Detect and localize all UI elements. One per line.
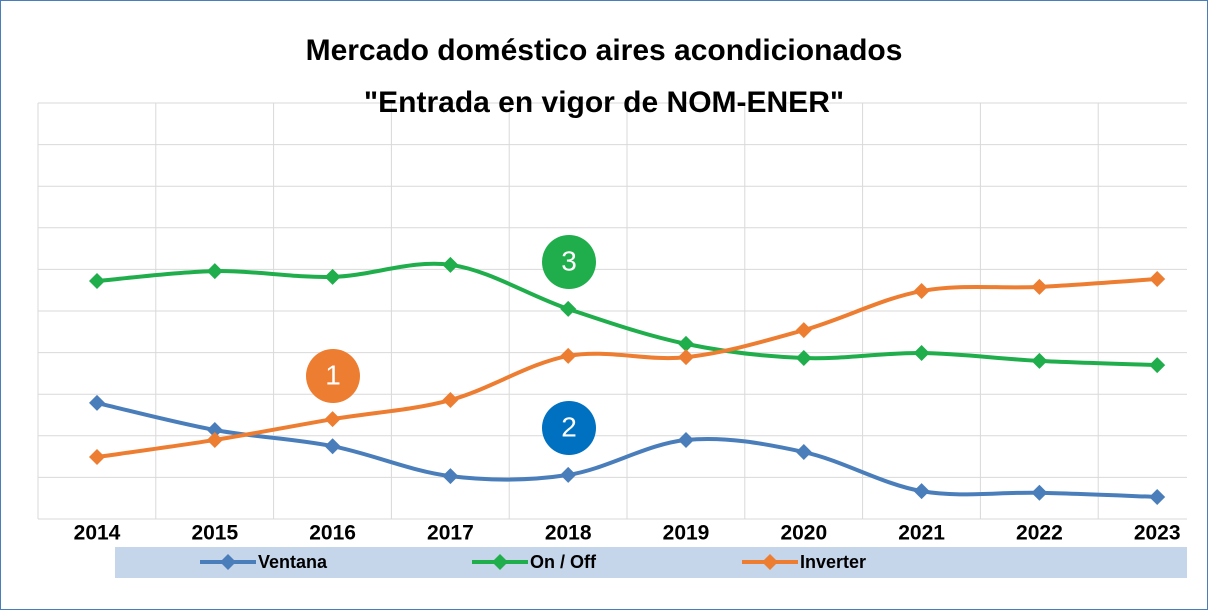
legend-label: Ventana [258, 552, 328, 572]
marker [89, 273, 105, 290]
marker [560, 347, 577, 364]
marker [1031, 352, 1048, 369]
annotation-badge [542, 235, 596, 289]
marker [206, 421, 223, 438]
marker [1149, 488, 1166, 505]
series-line [96, 400, 1158, 499]
marker [913, 345, 930, 362]
x-tick-label: 2019 [663, 522, 710, 545]
marker [678, 431, 694, 448]
legend-marker [492, 554, 508, 570]
annotation-badge [306, 349, 360, 403]
series-line [96, 261, 1158, 368]
marker [442, 468, 459, 485]
x-tick-label: 2017 [427, 522, 474, 545]
marker [206, 431, 223, 448]
marker [442, 392, 459, 409]
x-tick-label: 2016 [309, 522, 356, 545]
annotation-label: 3 [561, 245, 577, 276]
series-line [96, 276, 1158, 459]
marker [89, 394, 105, 411]
x-tick-label: 2023 [1134, 522, 1181, 545]
marker [560, 300, 577, 317]
x-tick-label: 2018 [545, 522, 592, 545]
marker [442, 256, 459, 273]
marker [795, 322, 812, 339]
marker [324, 438, 341, 455]
marker [324, 268, 341, 285]
annotation-label: 2 [561, 411, 577, 442]
legend-label: Inverter [800, 552, 866, 572]
legend-marker [220, 554, 236, 570]
marker [1149, 357, 1166, 374]
marker [678, 335, 694, 352]
legend-label: On / Off [530, 552, 597, 572]
marker [324, 411, 341, 428]
marker [795, 350, 812, 367]
marker [89, 449, 105, 466]
marker [560, 466, 577, 483]
x-tick-label: 2020 [780, 522, 827, 545]
marker [913, 283, 930, 300]
legend-background [115, 547, 1187, 578]
x-tick-label: 2022 [1016, 522, 1063, 545]
x-tick-label: 2014 [74, 522, 121, 545]
chart-subtitle: "Entrada en vigor de NOM-ENER" [364, 86, 844, 119]
marker [913, 483, 930, 500]
marker [795, 444, 812, 461]
marker [678, 349, 694, 366]
annotation-label: 1 [325, 359, 341, 390]
marker [1031, 278, 1048, 295]
marker [1149, 270, 1166, 287]
x-tick-label: 2015 [191, 522, 238, 545]
chart-title: Mercado doméstico aires acondicionados [306, 34, 903, 67]
annotation-badge [542, 401, 596, 455]
marker [206, 263, 223, 280]
marker [1031, 484, 1048, 501]
legend-marker [762, 554, 778, 570]
x-tick-label: 2021 [898, 522, 945, 545]
